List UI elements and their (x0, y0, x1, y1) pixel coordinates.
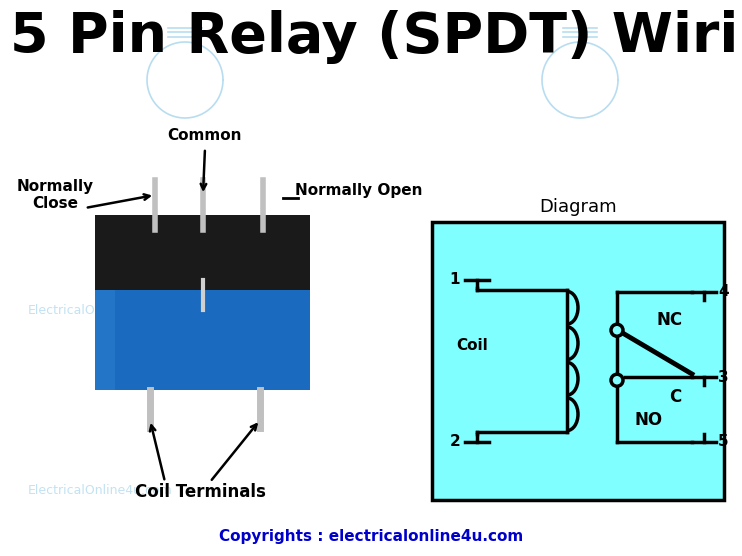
Text: Common: Common (168, 127, 242, 142)
Text: ElectricalOnline4u.com: ElectricalOnline4u.com (27, 484, 172, 497)
Text: ElectricalOnline4u.com: ElectricalOnline4u.com (478, 484, 623, 497)
Text: NC: NC (657, 311, 683, 329)
Text: Diagram: Diagram (539, 198, 617, 216)
Bar (432, 222, 724, 500)
Bar (95, 215, 310, 390)
Text: Normally Open: Normally Open (295, 182, 422, 197)
Text: 4: 4 (718, 285, 729, 300)
Text: 5 Pin Relay (SPDT) Wiring: 5 Pin Relay (SPDT) Wiring (10, 10, 742, 64)
Text: ElectricalOnline4u.com: ElectricalOnline4u.com (27, 304, 172, 316)
Text: C: C (669, 388, 681, 406)
Bar (95, 215, 310, 290)
Text: 1: 1 (450, 272, 460, 287)
Text: 5: 5 (718, 434, 729, 449)
Text: Normally
Close: Normally Close (16, 179, 93, 211)
Text: ElectricalOnline4u.com: ElectricalOnline4u.com (478, 304, 623, 316)
Text: 3: 3 (718, 370, 729, 385)
Text: Coil: Coil (456, 339, 488, 354)
Text: Coil Terminals: Coil Terminals (134, 483, 266, 501)
Circle shape (611, 374, 623, 386)
Text: 2: 2 (450, 434, 460, 449)
Text: Copyrights : electricalonline4u.com: Copyrights : electricalonline4u.com (219, 529, 523, 544)
Text: NO: NO (635, 411, 663, 429)
Circle shape (611, 324, 623, 336)
Bar (95, 290, 115, 390)
